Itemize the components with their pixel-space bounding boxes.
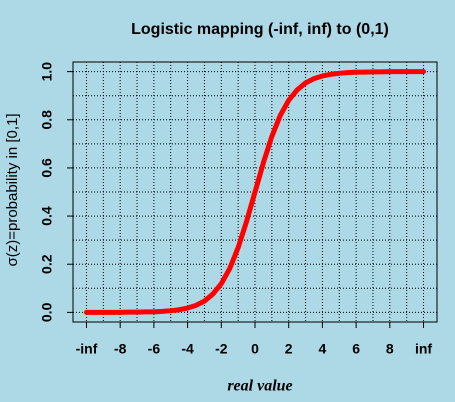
chart-title: Logistic mapping (-inf, inf) to (0,1) <box>131 21 389 38</box>
x-axis-label: real value <box>227 378 292 395</box>
x-tick-label: -8 <box>114 341 127 357</box>
x-tick-label: 0 <box>251 341 259 357</box>
x-tick-label: 4 <box>319 341 327 357</box>
x-tick-label: inf <box>415 341 432 357</box>
y-axis-label: σ(z)=probability in [0,1] <box>4 113 21 266</box>
y-tick-label: 1.0 <box>39 62 55 82</box>
y-tick-label: 0.8 <box>39 110 55 130</box>
x-tick-label: 8 <box>386 341 394 357</box>
x-tick-label: -4 <box>181 341 194 357</box>
y-tick-label: 0.2 <box>39 254 55 274</box>
x-tick-label: -2 <box>215 341 228 357</box>
plot-frame <box>72 61 438 323</box>
x-tick-label: 2 <box>285 341 293 357</box>
x-tick-label: -6 <box>148 341 161 357</box>
y-tick-label: 0.4 <box>39 206 55 226</box>
x-tick-label: 6 <box>352 341 360 357</box>
y-tick-label: 0.6 <box>39 158 55 178</box>
x-tick-label: -inf <box>76 341 98 357</box>
data-line <box>83 69 427 315</box>
y-tick-label: 0.0 <box>39 302 55 322</box>
